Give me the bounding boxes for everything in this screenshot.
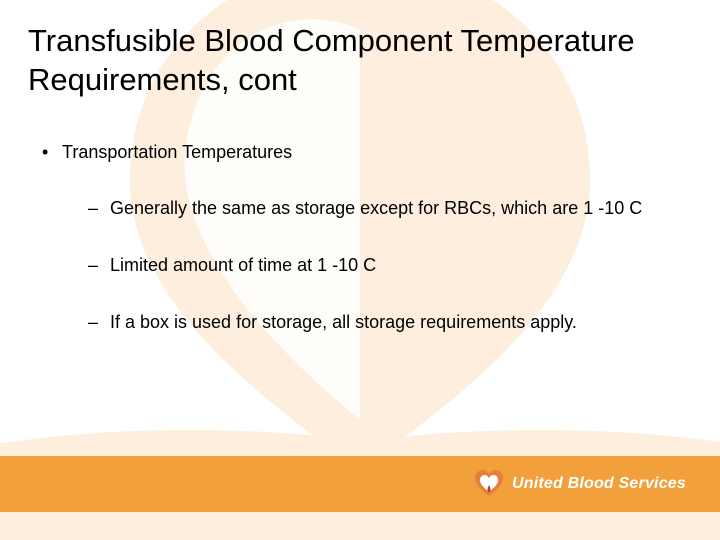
footer-bar: United Blood Services xyxy=(0,456,720,512)
dash-marker: – xyxy=(88,197,110,220)
bullet-level1: • Transportation Temperatures xyxy=(42,142,692,163)
slide-title: Transfusible Blood Component Temperature… xyxy=(28,22,692,100)
slide-content: Transfusible Blood Component Temperature… xyxy=(0,0,720,335)
bullet-text: Transportation Temperatures xyxy=(62,142,292,163)
bullet-text: Generally the same as storage except for… xyxy=(110,197,642,220)
bullet-marker: • xyxy=(42,142,62,163)
bullet-level2: – If a box is used for storage, all stor… xyxy=(88,311,692,334)
bullet-text: If a box is used for storage, all storag… xyxy=(110,311,577,334)
heart-icon xyxy=(474,470,504,498)
bullet-text: Limited amount of time at 1 -10 C xyxy=(110,254,376,277)
brand-logo: United Blood Services xyxy=(474,470,686,498)
bullet-level2: – Generally the same as storage except f… xyxy=(88,197,692,220)
dash-marker: – xyxy=(88,311,110,334)
bullet-level2: – Limited amount of time at 1 -10 C xyxy=(88,254,692,277)
brand-name: United Blood Services xyxy=(512,475,686,493)
dash-marker: – xyxy=(88,254,110,277)
